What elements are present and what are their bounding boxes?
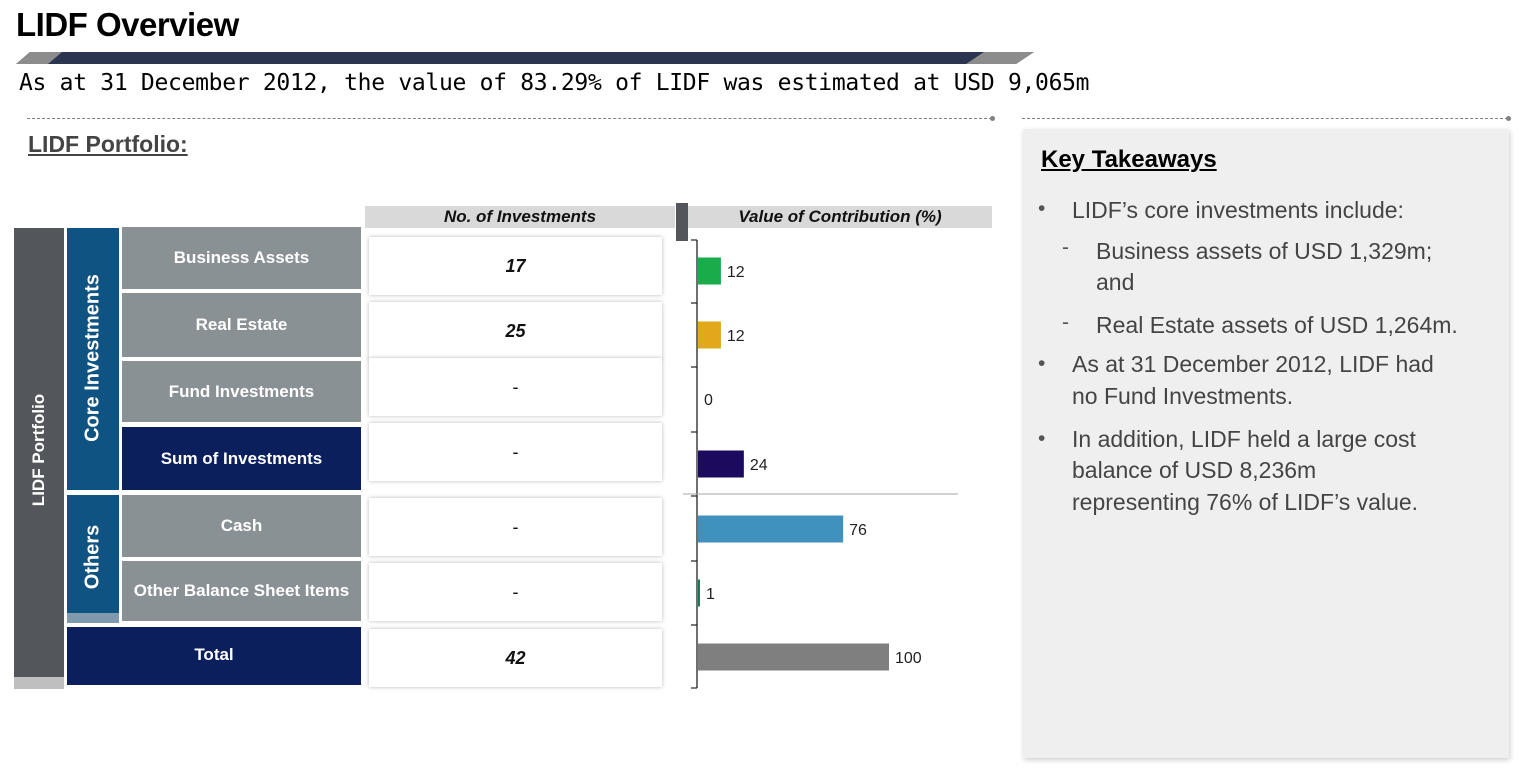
left-section-divider [27, 118, 992, 119]
bar-value-sum-of-investments: 24 [750, 457, 768, 474]
row-label-fund-investments: Fund Investments [122, 361, 361, 422]
count-fund-investments: - [369, 358, 662, 416]
title-underline-bar [16, 52, 1034, 64]
bullet-marker: • [1038, 427, 1046, 450]
bar-business-assets [698, 257, 721, 285]
right-section-divider [1022, 118, 1508, 119]
row-label-cash: Cash [122, 495, 361, 557]
side-bar-base [14, 677, 64, 689]
group-others-base [67, 613, 119, 623]
bullet-marker: • [1038, 197, 1046, 220]
bar-value-real-estate: 12 [727, 328, 745, 345]
bullet-marker: • [1038, 352, 1046, 375]
right-divider-dot [1506, 116, 1511, 121]
takeaway-sub-1b: Real Estate assets of USD 1,264m. [1096, 312, 1458, 338]
count-business-assets: 17 [369, 237, 662, 295]
group-core-investments [67, 228, 119, 490]
header-marker [676, 203, 688, 241]
key-takeaways-panel [1023, 129, 1509, 758]
left-divider-dot [990, 116, 995, 121]
bar-value-business-assets: 12 [727, 264, 745, 281]
takeaway-bullet-3-line3: representing 76% of LIDF’s value. [1072, 489, 1419, 515]
header-no-of-investments: No. of Investments [365, 206, 675, 228]
bar-value-cash: 76 [849, 522, 867, 539]
bar-value-total: 100 [895, 650, 922, 667]
portfolio-heading: LIDF Portfolio: [28, 131, 188, 157]
row-label-real-estate: Real Estate [122, 293, 361, 357]
bar-value-other-balance-sheet-items: 1 [706, 586, 715, 603]
takeaway-sub-1a-line2: and [1096, 269, 1135, 295]
takeaway-bullet-3-line1: In addition, LIDF held a large cost [1072, 426, 1416, 452]
takeaway-bullet-3-line2: balance of USD 8,236m [1072, 457, 1317, 483]
page-subtitle: As at 31 December 2012, the value of 83.… [19, 70, 1090, 96]
row-label-total: Total [67, 627, 361, 685]
count-total: 42 [369, 629, 662, 687]
dash-marker: - [1062, 311, 1069, 334]
header-value-of-contribution: Value of Contribution (%) [688, 206, 992, 228]
row-label-sum-of-investments: Sum of Investments [122, 427, 361, 490]
dash-marker: - [1062, 236, 1069, 259]
takeaway-sub-1a-line1: Business assets of USD 1,329m; [1096, 238, 1433, 264]
takeaway-bullet-2-line1: As at 31 December 2012, LIDF had [1072, 351, 1434, 377]
bar-other-balance-sheet-items [698, 579, 700, 607]
count-cash: - [369, 498, 662, 556]
count-other-balance-sheet-items: - [369, 563, 662, 621]
bar-real-estate [698, 321, 721, 349]
page-title: LIDF Overview [16, 6, 239, 43]
count-sum-of-investments: - [369, 423, 662, 481]
row-label-other-balance-sheet-items: Other Balance Sheet Items [122, 561, 361, 621]
key-takeaways-title: Key Takeaways [1041, 146, 1217, 173]
takeaway-bullet-1: LIDF’s core investments include: [1072, 197, 1404, 223]
bar-sum-of-investments [698, 450, 744, 478]
takeaway-bullet-2-line2: no Fund Investments. [1072, 383, 1294, 409]
row-label-business-assets: Business Assets [122, 227, 361, 289]
count-real-estate: 25 [369, 302, 662, 360]
bar-cash [698, 515, 844, 543]
bar-total [698, 643, 889, 671]
bar-value-fund-investments: 0 [704, 392, 713, 409]
group-others [67, 495, 119, 623]
side-bar-lidf-portfolio [14, 228, 64, 689]
